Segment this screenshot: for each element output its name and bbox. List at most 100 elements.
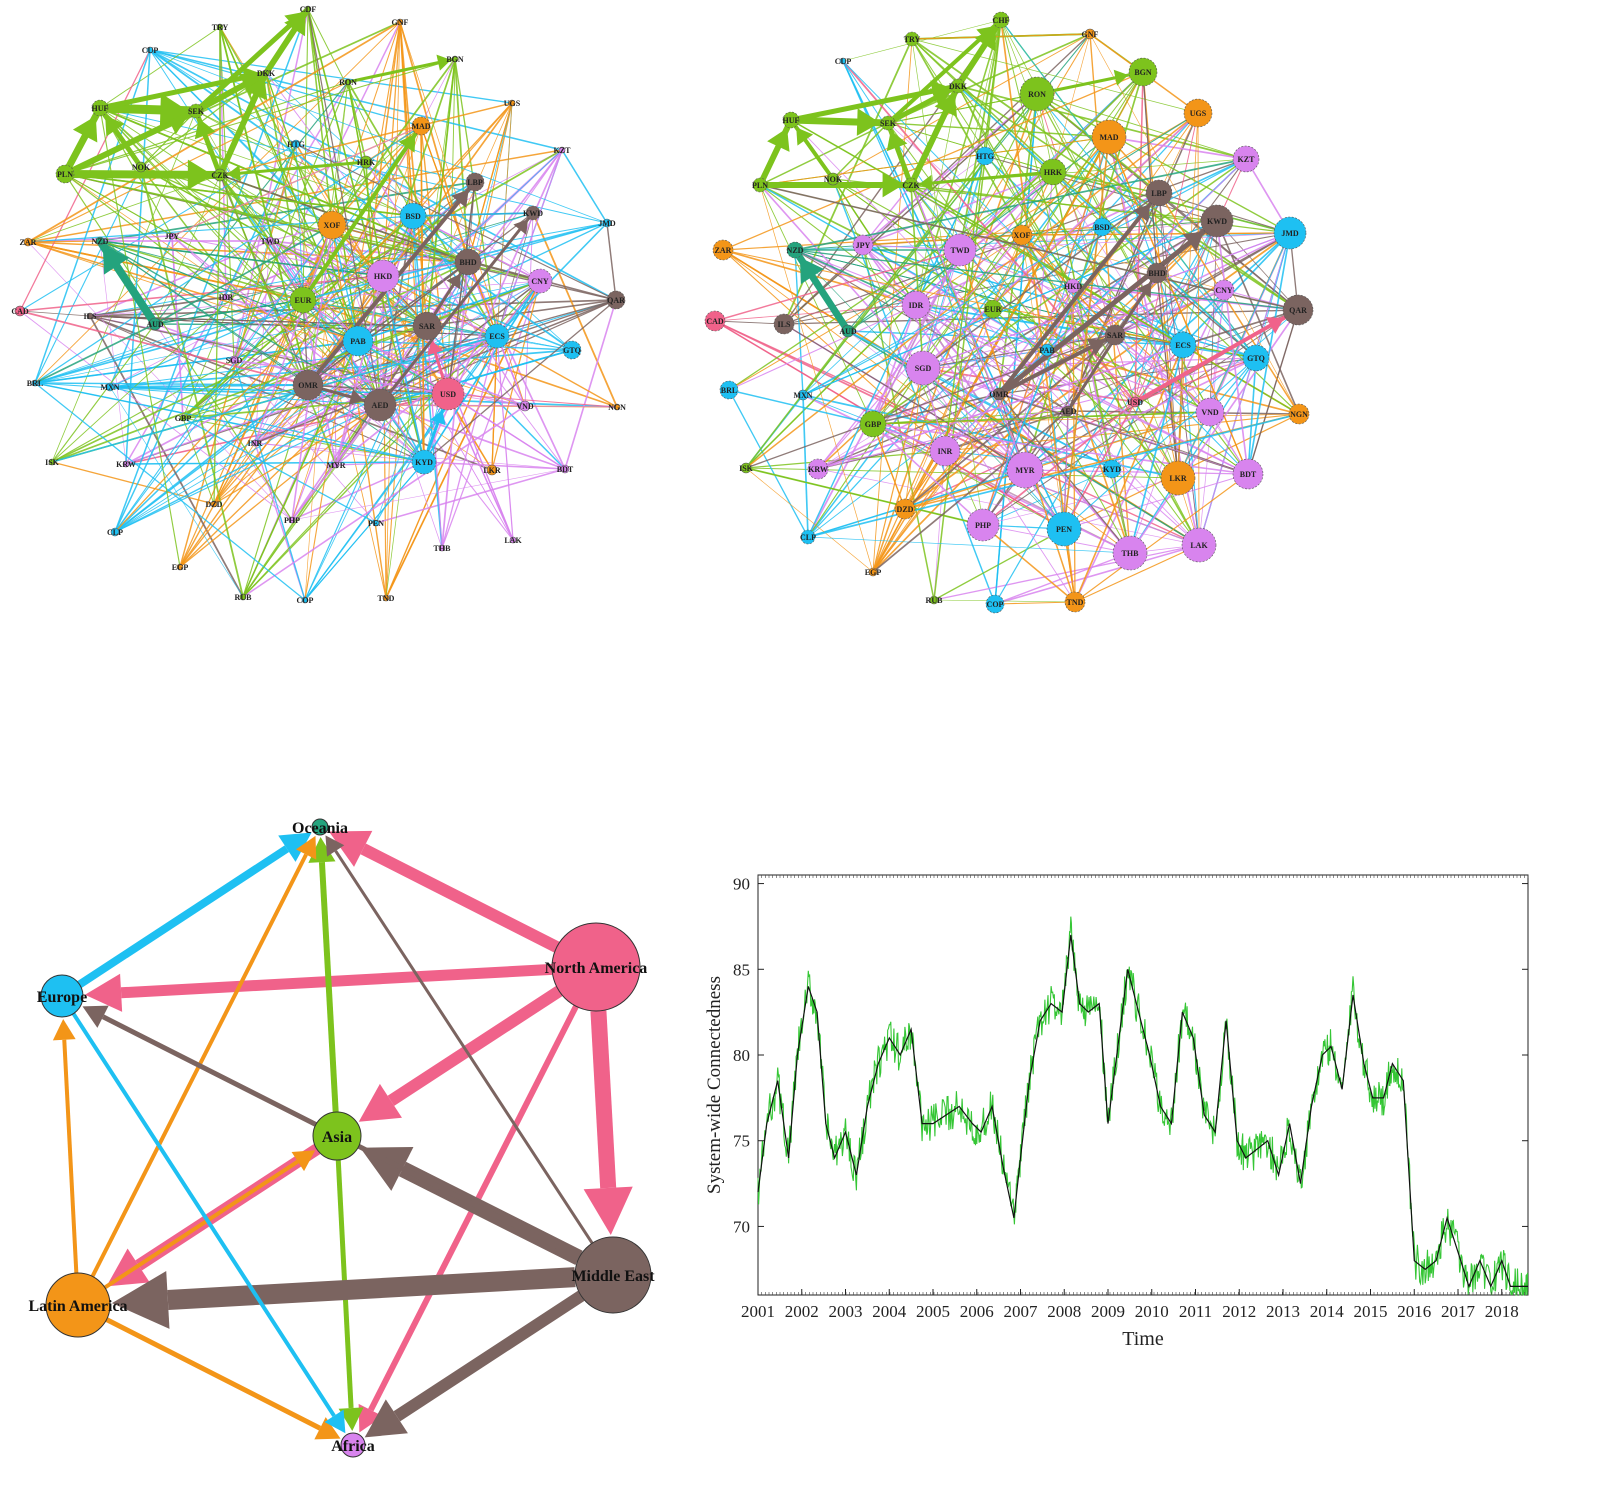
network-edge [89,315,449,395]
network-edge [922,334,1116,369]
currency-node: NOK [132,161,151,173]
network-edge-arrowhead [1182,231,1204,252]
currency-node: GBP [175,414,192,423]
region-edge [62,1039,79,1274]
network-edge [714,320,785,325]
network-edge-arrowhead [284,11,306,32]
network-edge-arrowhead [856,108,881,136]
node-label: BSD [405,212,421,221]
node-circle [508,99,516,107]
node-circle [752,177,768,193]
currency-node: PAB [1039,343,1055,357]
currency-node: PHP [966,508,1000,542]
node-label: BRL [721,386,737,395]
currency-node: JPY [852,234,874,256]
network-edge-arrowhead [105,115,125,137]
node-circle [1195,397,1225,427]
node-circle [372,519,380,527]
node-circle [213,168,227,182]
network-edge [219,174,498,337]
node-label: RON [1028,90,1046,99]
currency-node: COP [297,596,314,605]
network-edge [304,461,425,601]
node-circle [216,23,224,31]
currency-node: INR [929,435,961,467]
currency-node: BHD [454,248,482,276]
network-edge [114,325,428,533]
network-edge [365,161,526,407]
network-edge [745,112,1199,469]
network-edge [19,310,309,386]
currency-node: RON [339,78,357,87]
node-label: BSD [1094,223,1110,232]
region-edge-arrowhead [338,1407,364,1432]
node-circle [560,464,570,474]
node-label: CUP [835,57,852,66]
node-label: USD [440,390,456,399]
currency-node: AUD [146,317,164,331]
node-label: TND [378,594,395,603]
region-label: Asia [322,1129,352,1146]
network-edge [1247,309,1299,475]
network-edge [365,161,541,282]
currency-node: JPY [165,232,180,241]
currency-node: SGD [905,350,941,386]
network-edge [219,174,304,301]
network-edge [872,411,1211,425]
node-label: HRK [1044,168,1063,177]
node-circle [1242,344,1270,372]
currency-node: KZT [1232,145,1260,173]
network-edge [89,222,608,317]
network-edge [171,125,422,237]
network-edge [794,249,804,396]
network-edge [1108,136,1249,475]
regional-nodes: Oceania Europe North America Asia Latin Amer… [28,818,655,1458]
network-edge [1216,220,1300,415]
axis-ticks: 2001 2002 2003 2004 2005 2006 2007 2008 2009 2010… [733,875,1529,1321]
network-edge-arrowhead [1086,338,1106,356]
node-circle [262,69,270,77]
currency-node: INR [248,439,263,448]
currency-node: EGP [865,567,881,577]
currency-node: DKK [949,78,968,94]
currency-node: MYR [1006,451,1044,489]
node-circle [344,78,352,86]
network-edge [385,335,498,599]
network-edge-arrowhead [348,389,364,405]
node-circle [558,146,566,154]
node-circle [1011,224,1033,246]
network-edge [242,405,526,598]
network-edge [454,58,498,337]
network-edge-strong [193,6,311,114]
currency-node: JMD [1273,216,1307,250]
network-edge [904,334,1116,510]
node-label: GBP [865,420,882,429]
network-edge [447,181,476,395]
node-label: HTG [287,140,305,149]
network-edge [64,173,469,263]
node-label: BHD [459,258,477,267]
network-edge [994,552,1131,605]
network-edge [982,136,1110,526]
network-edge [1052,171,1160,194]
network-edge [922,367,1026,471]
node-circle [91,99,109,117]
node-circle [943,233,977,267]
network-edge-arrowhead [976,26,995,44]
node-label: CNY [531,277,549,286]
network-edge [714,304,917,322]
network-edge [291,468,566,521]
node-label: PLN [57,170,73,179]
node-circle [1092,217,1112,237]
node-label: KRW [808,465,828,474]
network-edge-arrowhead [767,128,790,152]
network-edge [379,349,573,406]
currency-node: GTQ [562,340,582,360]
currency-node: BGN [1128,57,1158,87]
node-circle [411,116,431,136]
node-circle [1145,179,1173,207]
network-edge [254,325,428,444]
x-tick-label: 2003 [829,1302,863,1321]
network-edge [219,102,513,176]
network-edge [944,158,1247,452]
